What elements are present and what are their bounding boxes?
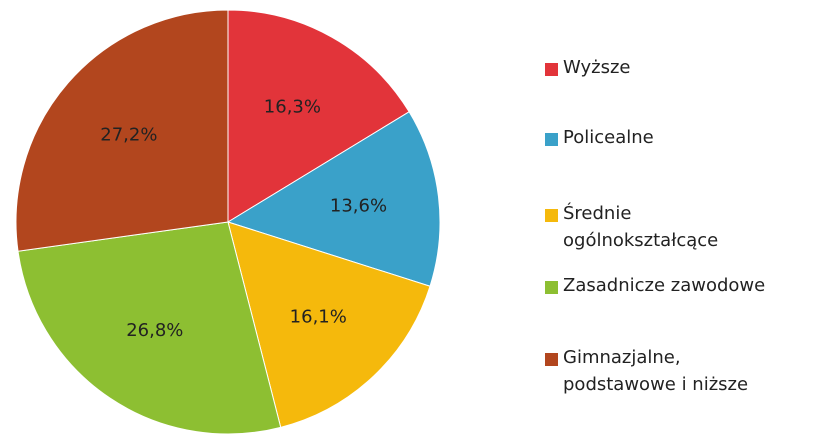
- data-label: 16,1%: [290, 307, 347, 328]
- legend-item: Policealne: [545, 127, 654, 151]
- pie-area: 16,3% 13,6% 16,1% 26,8% 27,2%: [15, 9, 441, 435]
- legend-item: Gimnazjalne, podstawowe i niższe: [545, 347, 748, 398]
- legend-label: Policealne: [563, 127, 654, 148]
- legend-label: Wyższe: [563, 57, 631, 78]
- pie-slice: [15, 9, 229, 252]
- pie-slice: [226, 111, 441, 287]
- legend-item: Średnie ogólnokształcące: [545, 203, 718, 254]
- data-label: 13,6%: [330, 195, 387, 216]
- data-label: 26,8%: [126, 320, 183, 341]
- legend-swatch: [545, 133, 558, 146]
- legend-label: Gimnazjalne, podstawowe i niższe: [563, 347, 749, 395]
- legend-label: Średnie ogólnokształcące: [563, 203, 719, 251]
- legend-item: Wyższe: [545, 57, 630, 81]
- legend-item: Zasadnicze zawodowe: [545, 275, 765, 299]
- legend-swatch: [545, 353, 558, 366]
- legend-swatch: [545, 281, 558, 294]
- data-label: 27,2%: [100, 125, 157, 146]
- legend-swatch: [545, 209, 558, 222]
- pie-slice: [227, 221, 431, 428]
- pie-slice: [227, 9, 410, 223]
- data-label: 16,3%: [264, 96, 321, 117]
- legend-label: Zasadnicze zawodowe: [563, 275, 766, 296]
- legend-swatch: [545, 63, 558, 76]
- pie-slice: [17, 221, 282, 435]
